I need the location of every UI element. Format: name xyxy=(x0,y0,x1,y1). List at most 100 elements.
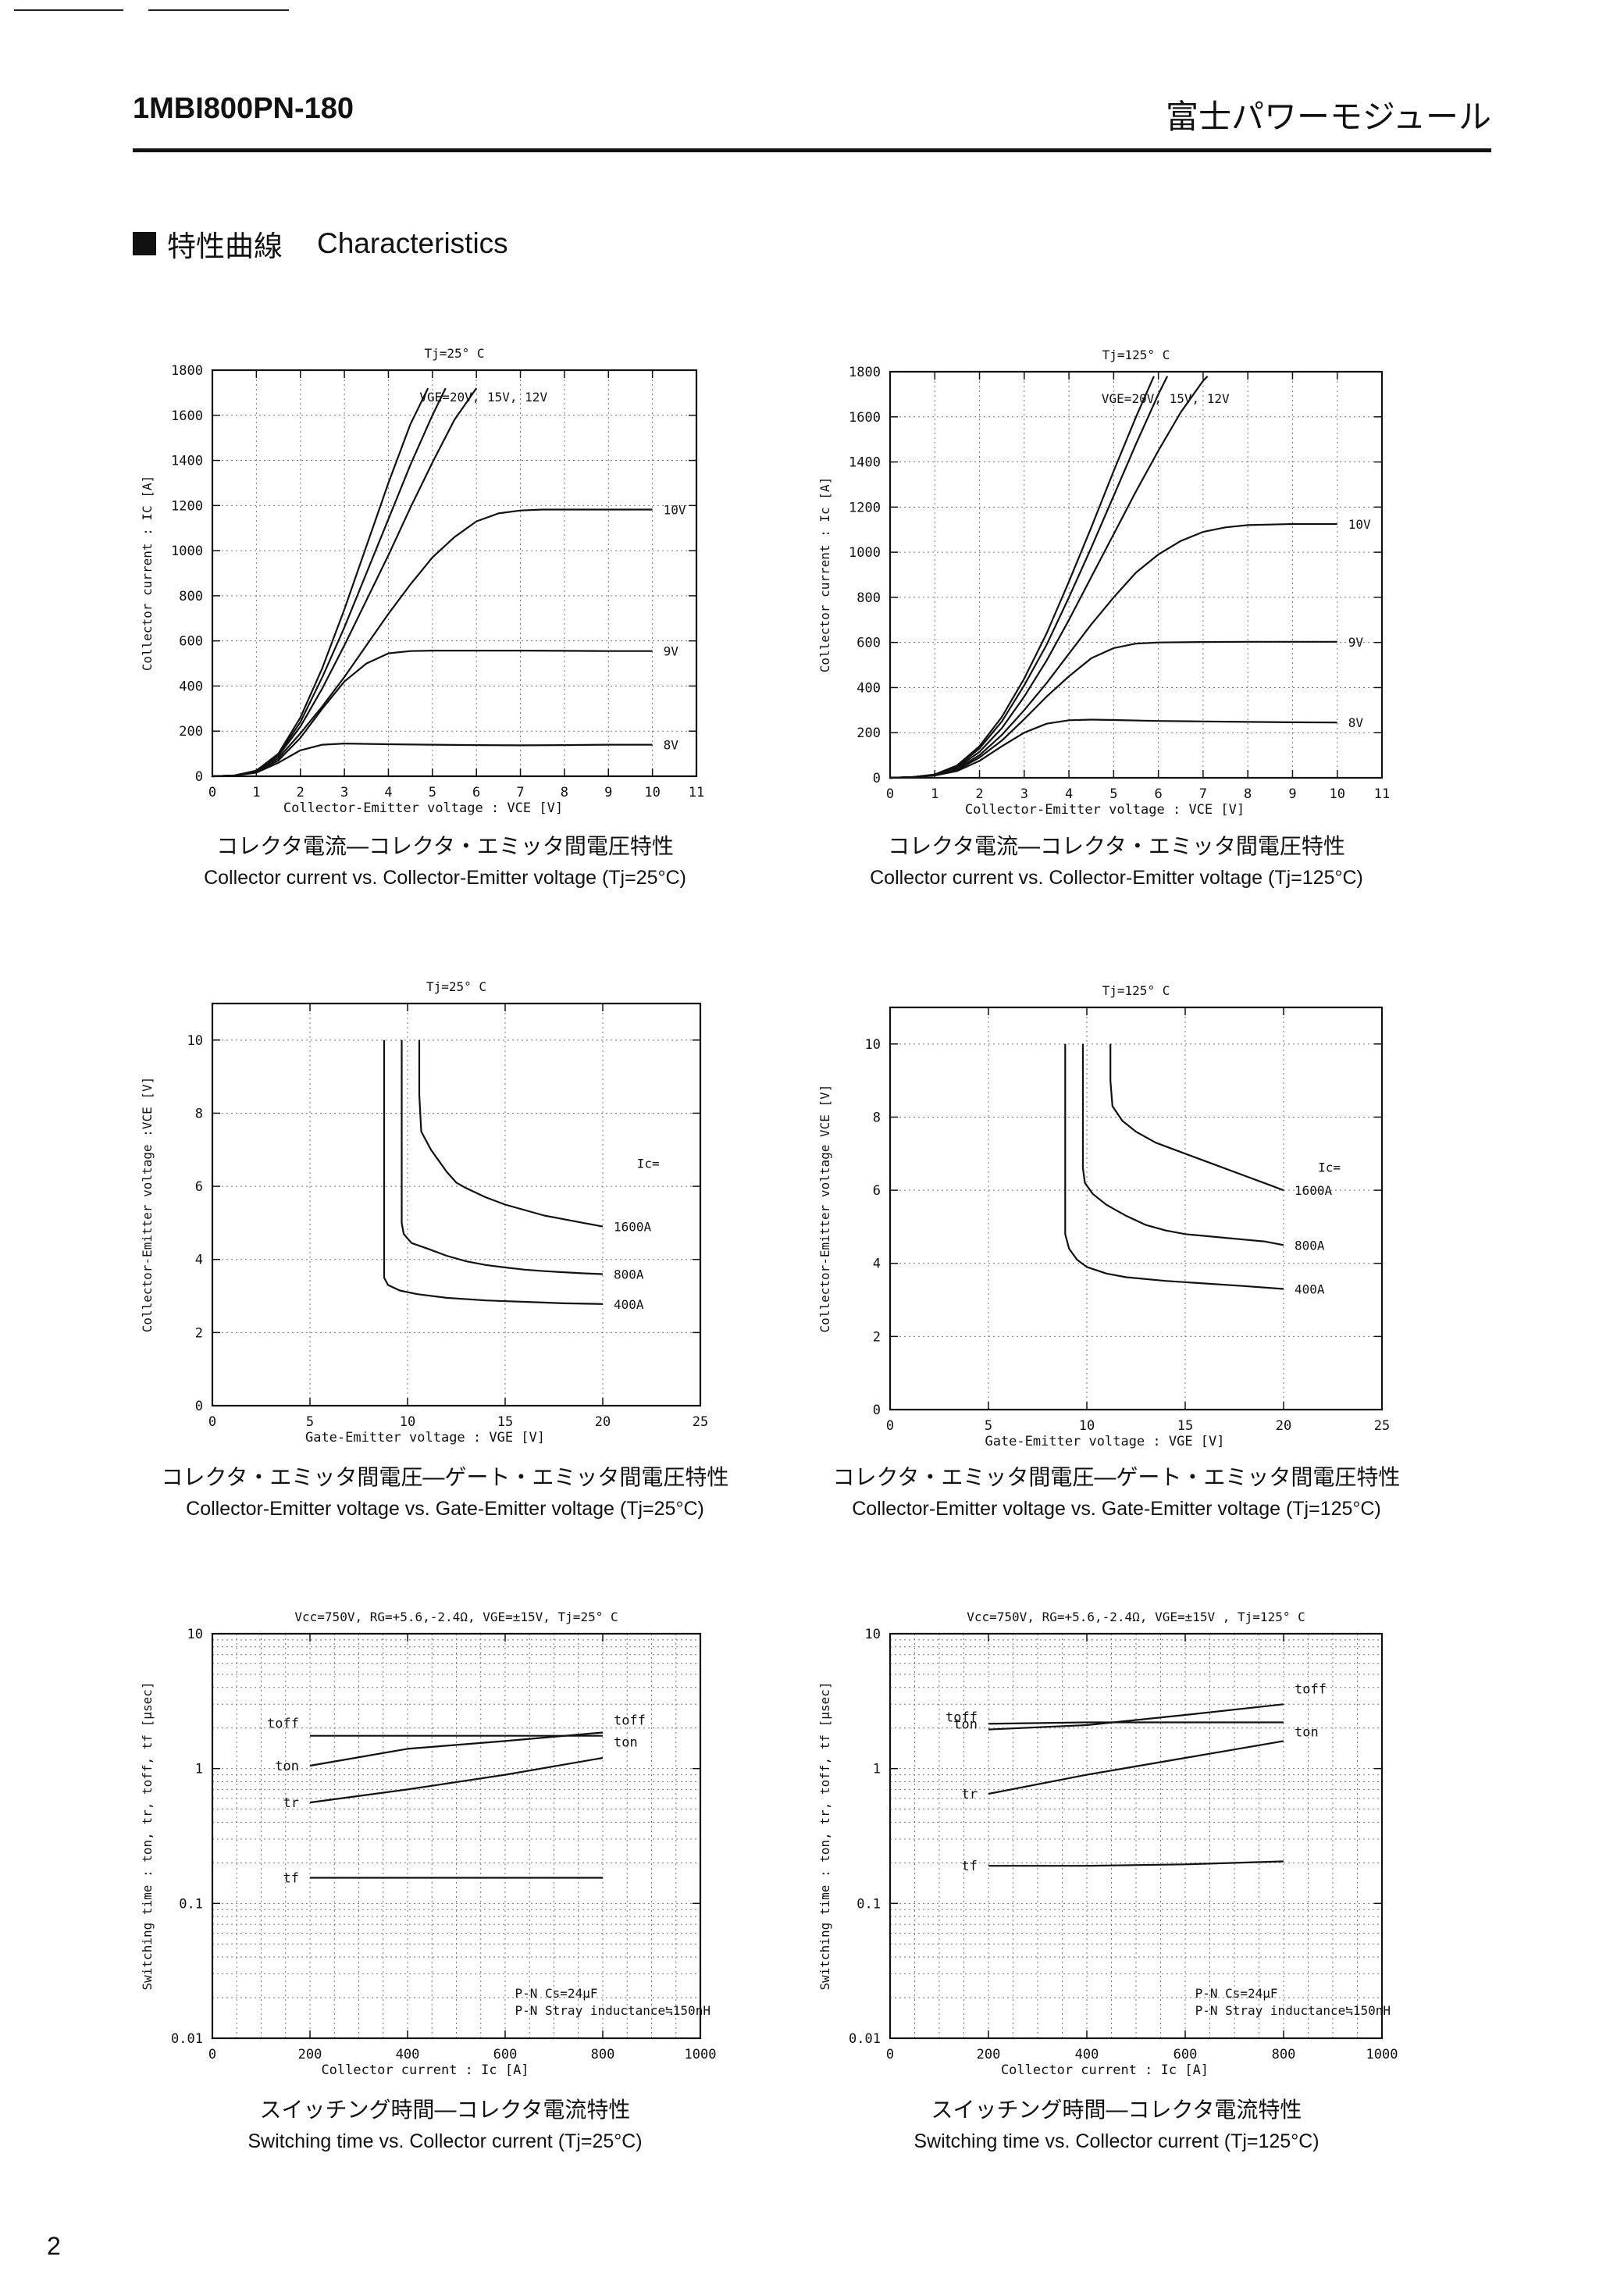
y-axis-label: Collector current : IC [A] xyxy=(140,476,155,671)
y-tick-label: 1400 xyxy=(171,454,203,469)
series-label-right-toff: toff xyxy=(614,1713,646,1729)
x-tick-label: 11 xyxy=(1374,786,1390,802)
chart-title: Vcc=750V, RG=+5.6,-2.4Ω, VGE=±15V, Tj=25… xyxy=(294,1610,618,1624)
caption-en-sw-125: Switching time vs. Collector current (Tj… xyxy=(914,2130,1320,2152)
series-line-tf xyxy=(988,1860,1284,1867)
caption-en-ic-vce-125: Collector current vs. Collector-Emitter … xyxy=(870,867,1363,889)
series-label-right-toff: toff xyxy=(1295,1681,1327,1697)
x-tick-label: 5 xyxy=(985,1418,992,1434)
top-crop-rule-right xyxy=(148,9,289,11)
series-line-1600A xyxy=(1109,1043,1284,1192)
x-tick-label: 200 xyxy=(977,2047,1001,2062)
series-line-400A xyxy=(383,1039,604,1305)
x-tick-label: 600 xyxy=(1173,2047,1198,2062)
x-tick-label: 4 xyxy=(384,785,392,800)
x-tick-label: 2 xyxy=(975,786,983,802)
series-label-800A: 800A xyxy=(614,1267,644,1282)
y-tick-label: 1400 xyxy=(849,455,881,471)
y-tick-label: 0 xyxy=(873,1403,881,1418)
x-tick-label: 6 xyxy=(472,785,480,800)
series-line-8V xyxy=(212,743,653,778)
chart-title: Tj=125° C xyxy=(1102,983,1170,998)
y-tick-label: 400 xyxy=(857,680,881,696)
x-tick-label: 0 xyxy=(886,786,894,802)
x-tick-label: 8 xyxy=(561,785,568,800)
y-axis-label: Switching time : ton, tr, toff, tf [μsec… xyxy=(140,1682,155,1991)
caption-jp-sw-125: スイッチング時間―コレクタ電流特性 xyxy=(931,2097,1302,2123)
grid xyxy=(212,369,697,777)
grid xyxy=(889,371,1383,779)
chart-ic_vce_125: 0 1 2 3 4 5 6 7 8 9 10 11 0 200 400 600 800 1000 1200 1400 1… xyxy=(817,348,1390,818)
y-tick-label: 2 xyxy=(873,1329,881,1345)
series-label-8V: 8V xyxy=(664,738,679,753)
caption-jp-vce-vge-25: コレクタ・エミッタ間電圧―ゲート・エミッタ間電圧特性 xyxy=(161,1464,729,1490)
x-tick-label: 25 xyxy=(1374,1418,1390,1434)
series-label-9V: 9V xyxy=(1348,635,1364,650)
x-axis-label: Collector current : Ic [A] xyxy=(321,2062,529,2078)
y-tick-label: 0 xyxy=(873,771,881,786)
series-line-ton xyxy=(309,1731,604,1767)
series-line-20V xyxy=(889,376,1155,779)
y-tick-label: 200 xyxy=(179,724,203,740)
square-bullet-icon xyxy=(133,232,156,255)
x-tick-label: 800 xyxy=(1272,2047,1296,2062)
x-tick-label: 600 xyxy=(493,2047,518,2062)
x-tick-label: 800 xyxy=(591,2047,615,2062)
brand-title: 富士パワーモジュール xyxy=(1165,98,1491,136)
annotation-1: P-N Stray inductance≒150nH xyxy=(1195,2003,1391,2018)
y-axis-label: Collector current : Ic [A] xyxy=(817,477,832,672)
caption-en-vce-vge-25: Collector-Emitter voltage vs. Gate-Emitt… xyxy=(186,1498,704,1520)
y-tick-label: 1200 xyxy=(171,498,203,514)
chart-title: Vcc=750V, RG=+5.6,-2.4Ω, VGE=±15V , Tj=1… xyxy=(967,1610,1305,1624)
y-tick-label: 6 xyxy=(195,1179,203,1195)
series-line-15V xyxy=(212,387,447,778)
y-tick-label: 0.1 xyxy=(857,1896,881,1912)
x-tick-label: 10 xyxy=(1329,786,1344,802)
caption-jp-ic-vce-125: コレクタ電流―コレクタ・エミッタ間電圧特性 xyxy=(888,833,1345,859)
x-tick-label: 9 xyxy=(604,785,612,800)
series-label-400A: 400A xyxy=(614,1297,644,1312)
x-tick-label: 7 xyxy=(1199,786,1207,802)
grid xyxy=(212,1004,701,1406)
y-axis-label: Collector-Emitter voltage :VCE [V] xyxy=(140,1077,155,1333)
x-axis-label: Gate-Emitter voltage : VGE [V] xyxy=(985,1434,1224,1449)
chart-sw_ic_125: 0 200 400 600 800 1000 0.01 0.1 1 10 Vcc=750V, RG=… xyxy=(817,1610,1398,2078)
y-tick-label: 1000 xyxy=(849,545,881,561)
series-label-9V: 9V xyxy=(664,644,679,659)
chart-vce_vge_125: 0 5 10 15 20 25 0 2 4 6 8 10 Tj=125° C Gate-Emitter v… xyxy=(817,983,1390,1449)
y-tick-label: 1 xyxy=(195,1762,203,1777)
y-tick-label: 1200 xyxy=(849,500,881,515)
y-tick-label: 1000 xyxy=(171,544,203,559)
y-tick-label: 1800 xyxy=(171,363,203,379)
series-line-ton xyxy=(988,1721,1284,1725)
series-label-right-ton: ton xyxy=(614,1735,638,1751)
series-label-10V: 10V xyxy=(664,503,686,518)
x-tick-label: 400 xyxy=(1075,2047,1099,2062)
x-tick-label: 0 xyxy=(208,2047,216,2062)
x-tick-label: 0 xyxy=(886,1418,894,1434)
caption-en-vce-vge-125: Collector-Emitter voltage vs. Gate-Emitt… xyxy=(852,1498,1381,1520)
x-tick-label: 1000 xyxy=(1366,2047,1398,2062)
chart-title: Tj=25° C xyxy=(426,979,486,994)
x-axis-label: Collector-Emitter voltage : VCE [V] xyxy=(965,802,1245,818)
caption-jp-ic-vce-25: コレクタ電流―コレクタ・エミッタ間電圧特性 xyxy=(216,833,674,859)
series-line-10V xyxy=(889,522,1337,779)
annotation-0: Ic= xyxy=(1318,1160,1341,1175)
series-label-400A: 400A xyxy=(1295,1282,1325,1297)
y-tick-label: 1 xyxy=(873,1762,881,1777)
series-label-left-tr: tr xyxy=(283,1795,299,1811)
chart-ic_vce_25: 0 1 2 3 4 5 6 7 8 9 10 11 0 200 400 600 800 1000 1200 1400 1… xyxy=(140,346,704,816)
annotation-0: P-N Cs=24μF xyxy=(515,1986,598,2001)
y-tick-label: 1800 xyxy=(849,365,881,380)
y-tick-label: 0.01 xyxy=(171,2031,203,2047)
series-line-800A xyxy=(401,1039,604,1275)
chart-vce_vge_25: 0 5 10 15 20 25 0 2 4 6 8 10 Tj=25° C Gate-Emitter vo… xyxy=(140,979,708,1446)
x-tick-label: 5 xyxy=(306,1414,314,1430)
plot-frame xyxy=(211,1632,702,2040)
x-tick-label: 10 xyxy=(644,785,660,800)
series-line-10V xyxy=(212,508,653,778)
x-tick-label: 1 xyxy=(931,786,938,802)
y-tick-label: 10 xyxy=(865,1037,881,1053)
series-line-12V xyxy=(889,376,1209,779)
series-label-left-ton: ton xyxy=(953,1717,978,1732)
